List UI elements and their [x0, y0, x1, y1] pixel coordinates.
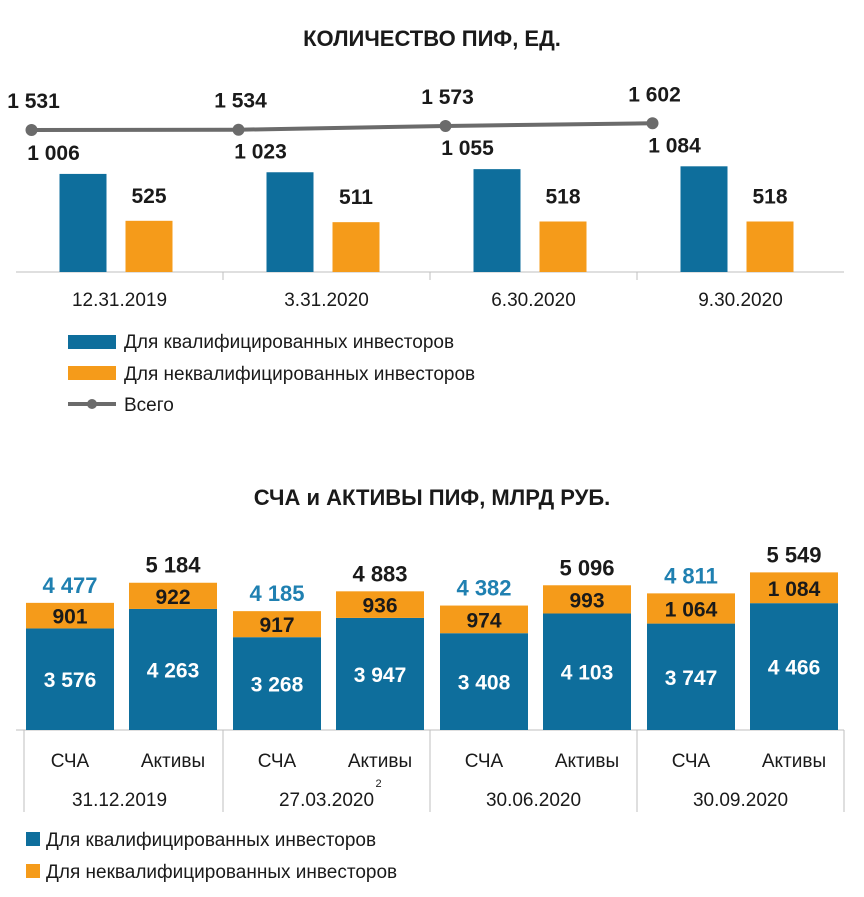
data-label-nonqualified: 525	[131, 185, 166, 208]
bar-category-label: Активы	[348, 751, 412, 772]
chart1-title: КОЛИЧЕСТВО ПИФ, ЕД.	[303, 26, 561, 51]
legend-swatch-nonqualified	[68, 366, 116, 380]
data-label-nonqualified: 518	[545, 185, 580, 208]
stack-qualified	[336, 617, 424, 730]
bar-category-label: Активы	[141, 751, 205, 772]
bar-category-label: СЧА	[465, 751, 504, 772]
stack-total-label: 4 477	[42, 573, 97, 598]
stack-label-nonqualified: 901	[52, 606, 87, 629]
x-tick-label: 12.31.2019	[72, 290, 167, 311]
bar-category-label: СЧА	[51, 751, 90, 772]
chart1-plot: 1 006 525 12.31.2019 1 023 511 3.31.2020 1 055…	[7, 83, 844, 311]
legend2-swatch-nonqualified	[26, 864, 40, 878]
stack-label-qualified: 3 408	[458, 672, 511, 695]
stack-label-qualified: 4 466	[768, 657, 821, 680]
point-total	[439, 120, 452, 133]
stack-label-qualified: 3 747	[665, 667, 718, 690]
stack-label-qualified: 4 263	[147, 659, 200, 682]
data-label-qualified: 1 055	[441, 137, 494, 160]
stack-qualified	[440, 633, 528, 730]
stack-qualified	[129, 608, 217, 730]
stack-nonqualified	[647, 593, 735, 624]
legend-swatch-qualified	[68, 335, 116, 349]
bar-nonqualified	[125, 220, 173, 272]
chart2-legend: Для квалифицированных инвесторов Для нек…	[26, 830, 397, 883]
data-label-qualified: 1 084	[648, 134, 701, 157]
stack-nonqualified	[543, 585, 631, 614]
stack-label-nonqualified: 922	[155, 586, 190, 609]
stack-qualified	[750, 603, 838, 730]
group-date-label: 27.03.2020	[279, 790, 374, 811]
data-label-nonqualified: 511	[339, 186, 373, 209]
stack-label-qualified: 4 103	[561, 662, 614, 685]
stack-nonqualified	[750, 572, 838, 604]
point-total	[25, 124, 38, 136]
x-tick-label: 6.30.2020	[491, 290, 576, 311]
legend2-swatch-qualified	[26, 832, 40, 846]
data-label-qualified: 1 006	[27, 142, 80, 165]
stack-total-label: 5 096	[559, 555, 614, 580]
bar-category-label: Активы	[555, 751, 619, 772]
stack-nonqualified	[440, 605, 528, 634]
chart2-title: СЧА и АКТИВЫ ПИФ, МЛРД РУБ.	[254, 485, 611, 510]
x-tick-label: 3.31.2020	[284, 290, 369, 311]
data-label-total: 1 602	[628, 83, 681, 106]
legend-label-nonqualified: Для неквалифицированных инвесторов	[124, 364, 475, 385]
stack-label-nonqualified: 936	[362, 595, 397, 618]
bar-qualified	[59, 173, 107, 272]
bar-qualified	[266, 172, 314, 272]
stack-qualified	[26, 628, 114, 730]
bar-qualified	[473, 169, 521, 272]
stack-nonqualified	[233, 611, 321, 638]
point-total	[646, 117, 659, 130]
legend2-label-qualified: Для квалифицированных инвесторов	[46, 830, 376, 851]
data-label-qualified: 1 023	[234, 140, 287, 163]
stack-nonqualified	[129, 582, 217, 609]
data-label-total: 1 534	[214, 90, 267, 113]
stack-total-label: 4 185	[249, 581, 304, 606]
bar-nonqualified	[332, 222, 380, 272]
group-date-label: 31.12.2019	[72, 790, 167, 811]
bar-category-label: Активы	[762, 751, 826, 772]
data-label-total: 1 531	[7, 90, 60, 113]
bar-category-label: СЧА	[258, 751, 297, 772]
group-date-label: 30.06.2020	[486, 790, 581, 811]
stack-total-label: 4 811	[664, 563, 718, 588]
data-label-nonqualified: 518	[752, 185, 787, 208]
legend-marker-total	[87, 399, 97, 409]
line-total	[31, 121, 653, 132]
legend2-label-nonqualified: Для неквалифицированных инвесторов	[46, 862, 397, 883]
data-label-total: 1 573	[421, 86, 474, 109]
stack-nonqualified	[26, 602, 114, 629]
stack-total-label: 4 883	[352, 561, 407, 586]
stack-label-nonqualified: 993	[569, 589, 604, 612]
stack-total-label: 4 382	[456, 576, 511, 601]
bar-nonqualified	[746, 221, 794, 272]
stack-label-nonqualified: 974	[466, 609, 501, 632]
stack-nonqualified	[336, 591, 424, 618]
stack-total-label: 5 184	[145, 553, 201, 578]
chart2-plot: 3 576 901 4 477 СЧА 4 263 922 5 184 Активы 31.12…	[16, 542, 845, 812]
bar-qualified	[680, 166, 728, 272]
bar-nonqualified	[539, 221, 587, 272]
chart1-legend: Для квалифицированных инвесторов Для нек…	[68, 332, 475, 416]
point-total	[232, 123, 245, 136]
stack-label-qualified: 3 576	[44, 669, 97, 692]
x-tick-label: 9.30.2020	[698, 290, 783, 311]
stack-label-qualified: 3 268	[251, 674, 304, 697]
legend-label-total: Всего	[124, 395, 174, 416]
stack-label-nonqualified: 1 064	[665, 598, 718, 621]
stack-label-nonqualified: 1 084	[768, 578, 821, 601]
stack-qualified	[233, 637, 321, 730]
group-date-label: 30.09.2020	[693, 790, 788, 811]
bar-category-label: СЧА	[672, 751, 711, 772]
legend-label-qualified: Для квалифицированных инвесторов	[124, 332, 454, 353]
stack-qualified	[543, 613, 631, 730]
stack-label-qualified: 3 947	[354, 664, 407, 687]
stack-total-label: 5 549	[766, 542, 821, 567]
footnote-marker: 2	[375, 778, 381, 790]
stack-label-nonqualified: 917	[259, 614, 294, 637]
stack-qualified	[647, 623, 735, 730]
